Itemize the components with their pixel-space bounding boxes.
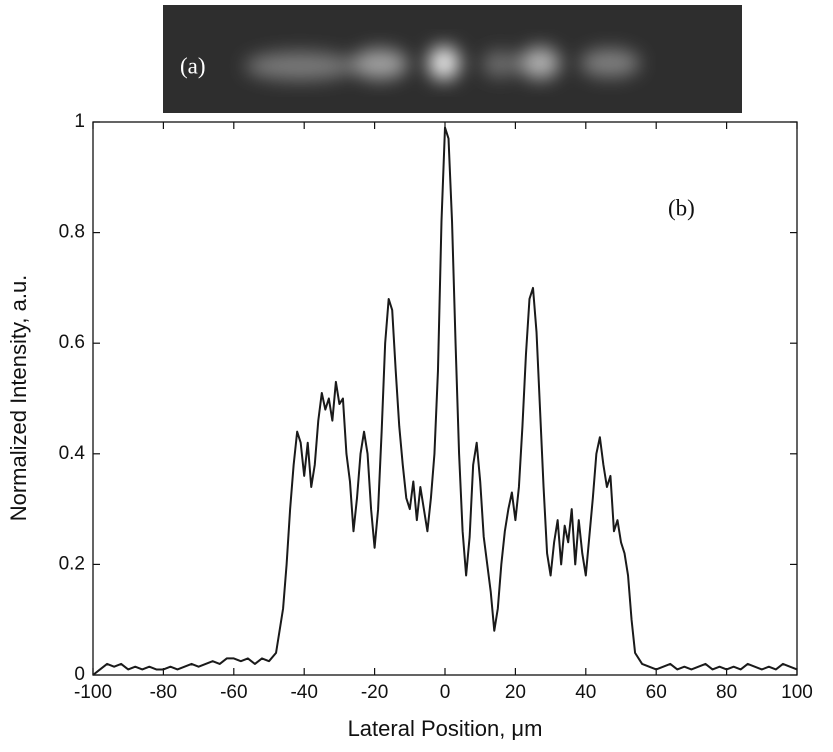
panel-label: (b) [668,195,695,220]
panel-label: (a) [180,53,206,78]
y-tick-label: 0 [74,664,85,685]
near-field-image: (a) [163,5,742,113]
x-tick-label: 20 [505,682,526,703]
x-tick-label: -20 [361,682,388,703]
y-tick-label: 0.4 [59,443,86,464]
x-tick-label: 0 [440,682,451,703]
x-tick-label: -40 [290,682,317,703]
y-tick-label: 0.6 [59,332,85,353]
x-tick-label: -100 [74,682,112,703]
x-tick-label: -60 [220,682,247,703]
x-tick-label: 60 [646,682,667,703]
intensity-line [92,126,798,676]
x-tick-label: 100 [781,682,813,703]
y-tick-label: 0.8 [59,222,85,243]
y-tick-label: 1 [74,111,85,132]
x-tick-label: 40 [575,682,596,703]
x-tick-label: -80 [150,682,177,703]
y-tick-label: 0.2 [59,553,85,574]
x-tick-label: 80 [716,682,737,703]
x-axis-label: Lateral Position, μm [348,716,543,741]
y-axis-label: Normalized Intensity, a.u. [6,275,31,522]
